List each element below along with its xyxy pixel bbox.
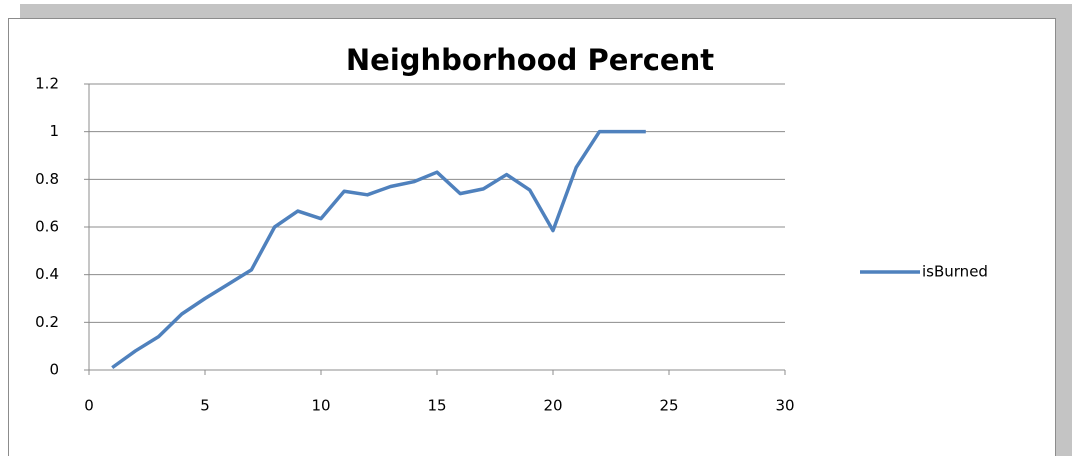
x-tick-label: 30: [775, 397, 794, 415]
y-tick-label: 0.2: [35, 313, 59, 331]
data-line: [111, 129, 646, 370]
y-tick-label: 0.8: [35, 170, 59, 188]
x-tick-label: 20: [543, 397, 562, 415]
chart-title: Neighborhood Percent: [346, 43, 714, 77]
x-tick-label: 25: [659, 397, 678, 415]
legend-label: isBurned: [922, 263, 988, 281]
y-tick-label: 0.6: [35, 218, 59, 236]
x-tick-label: 15: [427, 397, 446, 415]
x-tick-label: 10: [311, 397, 330, 415]
y-tick-label: 0.4: [35, 265, 59, 283]
y-tick-label: 0: [49, 361, 59, 379]
x-tick-label: 5: [200, 397, 210, 415]
chart-frame: [8, 18, 1056, 459]
x-tick-label: 0: [84, 397, 94, 415]
y-tick-label: 1.2: [35, 75, 59, 93]
y-tick-label: 1: [49, 122, 59, 140]
